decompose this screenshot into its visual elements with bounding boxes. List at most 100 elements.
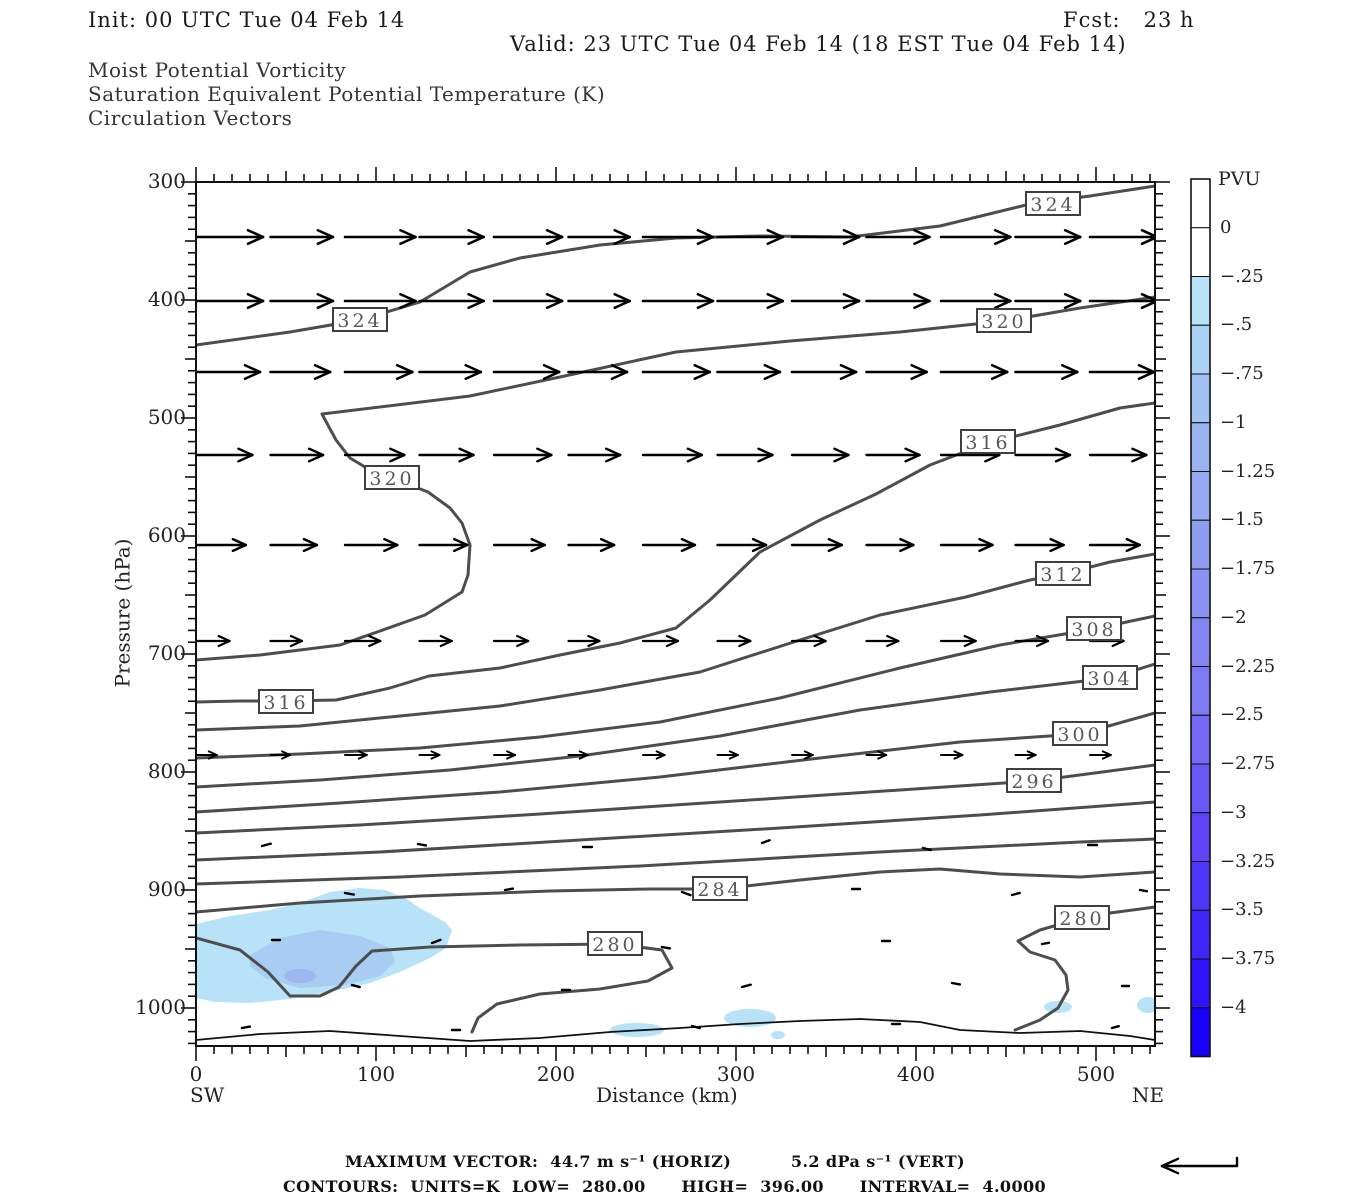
circulation-vector — [984, 453, 1001, 463]
colorbar-tick-label: −1.5 — [1220, 509, 1264, 531]
circulation-vector — [655, 754, 666, 760]
circulation-vector — [827, 537, 843, 547]
y-tick-label: 300 — [147, 169, 186, 193]
colorbar-segment — [1190, 227, 1211, 277]
circulation-vector — [1101, 754, 1112, 760]
colorbar-segment — [1190, 617, 1211, 667]
contour-value-label: 324 — [1025, 191, 1081, 216]
circulation-vector — [610, 363, 629, 374]
x-tick-label: 100 — [356, 1062, 396, 1086]
circulation-vector — [766, 292, 785, 303]
circulation-vector — [246, 292, 265, 303]
plot-border — [195, 181, 1156, 1047]
circulation-vector — [613, 235, 632, 246]
contour-value-label: 280 — [587, 931, 643, 956]
colorbar-segment — [1190, 666, 1211, 716]
circulation-vector — [1061, 370, 1079, 381]
circulation-vector — [246, 235, 265, 246]
circulation-vector — [506, 750, 517, 756]
circulation-vector — [910, 363, 928, 374]
circulation-vector — [899, 537, 915, 547]
colorbar-title: PVU — [1218, 168, 1261, 190]
circulation-vector — [1063, 299, 1082, 310]
circulation-vector — [696, 228, 715, 239]
theta-es-contour-280 — [196, 936, 674, 1034]
circulation-vector — [399, 292, 417, 303]
circulation-vector — [207, 754, 218, 760]
circulation-vector — [813, 634, 827, 643]
circulation-vector — [389, 447, 406, 457]
circulation-vector — [978, 537, 994, 547]
circulation-vector — [516, 639, 530, 648]
circulation-vector — [766, 235, 785, 246]
theta-es-contour-308 — [196, 614, 1155, 760]
colorbar-segment — [1190, 714, 1211, 765]
y-axis-title: Pressure (hPa) — [110, 538, 135, 688]
weak-vector-mark — [740, 983, 752, 989]
circulation-vector — [693, 363, 712, 374]
circulation-vector — [899, 543, 915, 553]
circulation-vector — [604, 447, 622, 457]
circulation-vector — [803, 754, 814, 760]
circulation-vector — [751, 537, 768, 547]
circulation-vector — [587, 634, 601, 643]
circulation-vector — [1049, 537, 1065, 547]
circulation-vector — [307, 453, 325, 463]
circulation-vector — [368, 639, 382, 648]
circulation-vector — [728, 754, 739, 760]
circulation-vector — [1137, 363, 1155, 374]
circulation-vector — [599, 537, 616, 547]
weak-vector-mark — [1010, 891, 1021, 897]
colorbar-segment — [1190, 519, 1211, 570]
circulation-vector — [217, 634, 231, 643]
theta-es-contour-292 — [196, 800, 1155, 862]
circulation-vector — [813, 639, 827, 648]
circulation-vector — [963, 639, 977, 648]
circulation-vector — [545, 228, 564, 239]
colorbar-tick-label: −2.5 — [1220, 704, 1264, 726]
circulation-vector — [467, 299, 485, 310]
circulation-vector — [738, 639, 752, 648]
circulation-vector — [842, 299, 861, 310]
circulation-vector — [696, 292, 715, 303]
colorbar-segment — [1190, 324, 1211, 375]
circulation-vector — [686, 453, 703, 463]
y-tick-label: 700 — [147, 641, 186, 665]
weak-vector-mark — [680, 890, 692, 897]
weak-vector-mark — [1110, 1024, 1120, 1030]
colorbar-tick-label: −1.75 — [1220, 558, 1276, 579]
circulation-vector — [217, 639, 231, 648]
circulation-vector — [395, 370, 414, 381]
weak-vector-mark — [350, 983, 361, 989]
circulation-vector — [587, 639, 601, 648]
circulation-vector — [766, 299, 785, 310]
x-tick-label: 200 — [536, 1062, 576, 1086]
colorbar-tick-label: −.75 — [1220, 363, 1264, 384]
colorbar-tick-label: −1.25 — [1220, 460, 1276, 482]
colorbar-frame — [1190, 178, 1211, 1058]
circulation-vector — [313, 370, 332, 381]
y-tick-label: 600 — [147, 523, 186, 547]
circulation-vector — [1125, 543, 1142, 553]
colorbar-segment — [1190, 1007, 1211, 1057]
colorbar-segment — [1190, 763, 1211, 814]
pvu-shaded-region — [284, 969, 316, 983]
circulation-vector — [237, 453, 254, 463]
circulation-vector — [1035, 634, 1050, 643]
circulation-vector — [430, 750, 441, 756]
circulation-vector — [307, 447, 325, 457]
circulation-vector — [530, 543, 546, 553]
max-vector-reference-arrow — [1160, 1164, 1180, 1175]
weak-vector-mark — [760, 839, 771, 845]
circulation-vector — [994, 292, 1012, 303]
weak-vector-mark — [430, 938, 442, 945]
y-tick-label: 400 — [147, 287, 186, 311]
pvu-shaded-region — [771, 1031, 785, 1039]
circulation-vector — [368, 634, 382, 643]
colorbar-segment — [1190, 422, 1211, 472]
circulation-vector — [953, 754, 964, 760]
circulation-vector — [281, 754, 292, 760]
circulation-vector — [842, 292, 861, 303]
circulation-vector — [1101, 750, 1112, 756]
circulation-vector — [1063, 228, 1082, 239]
